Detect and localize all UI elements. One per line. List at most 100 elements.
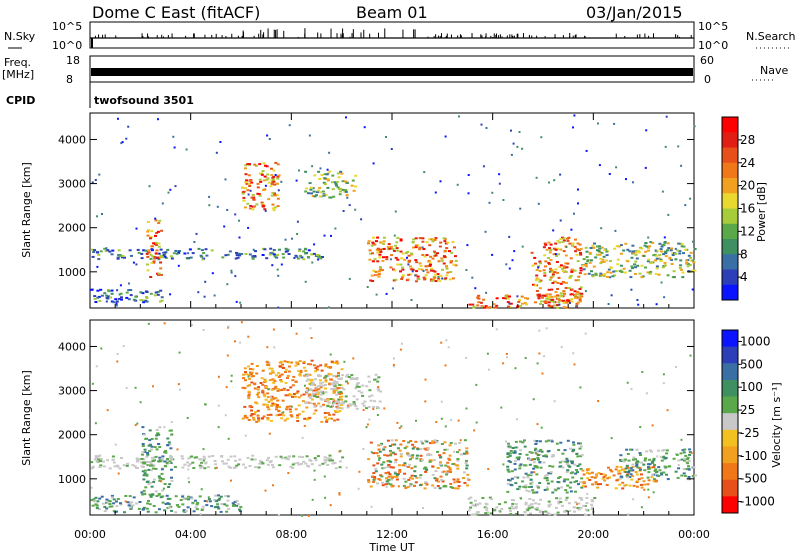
echo-cell — [663, 241, 667, 244]
echo-cell — [566, 262, 570, 265]
echo-cell — [554, 280, 558, 283]
echo-cell — [312, 389, 315, 392]
y-tick-label: 4000 — [58, 340, 86, 353]
echo-speck — [655, 303, 658, 306]
echo-cell — [155, 232, 159, 234]
echo-cell — [177, 505, 181, 508]
echo-speck — [392, 365, 395, 368]
echo-cell — [97, 258, 101, 261]
echo-cell — [424, 265, 428, 268]
echo-cell — [594, 272, 598, 275]
echo-speck — [206, 500, 209, 503]
echo-cell — [465, 459, 468, 462]
echo-cell — [388, 473, 392, 476]
echo-cell — [550, 288, 554, 291]
echo-cell — [638, 468, 642, 471]
echo-cell — [399, 270, 402, 273]
echo-speck — [375, 293, 378, 296]
echo-cell — [105, 294, 109, 297]
echo-speck — [560, 346, 563, 349]
echo-speck — [385, 292, 388, 295]
echo-cell — [559, 441, 563, 444]
echo-cell — [596, 483, 600, 486]
echo-cell — [375, 240, 378, 243]
echo-cell — [356, 382, 360, 384]
echo-cell — [160, 458, 164, 460]
echo-cell — [679, 264, 683, 267]
echo-cell — [622, 249, 626, 252]
echo-cell — [377, 272, 381, 275]
echo-speck — [178, 351, 181, 354]
echo-cell — [265, 360, 269, 363]
echo-speck — [423, 171, 426, 174]
echo-cell — [278, 464, 282, 467]
echo-cell — [445, 247, 449, 250]
echo-cell — [345, 181, 349, 184]
echo-cell — [125, 291, 129, 294]
echo-cell — [529, 478, 533, 481]
echo-cell — [152, 505, 156, 507]
echo-cell — [648, 245, 652, 248]
echo-cell — [578, 272, 582, 274]
echo-cell — [170, 257, 174, 260]
velocity-colorbar-swatch — [722, 346, 738, 364]
echo-cell — [360, 391, 364, 394]
echo-cell — [149, 257, 153, 260]
echo-cell — [415, 261, 419, 264]
echo-cell — [513, 450, 517, 453]
echo-cell — [163, 451, 167, 454]
echo-speck — [440, 341, 443, 344]
echo-speck — [247, 335, 250, 338]
echo-cell — [324, 387, 327, 390]
echo-cell — [569, 293, 573, 296]
echo-cell — [409, 265, 413, 268]
echo-speck — [226, 354, 229, 357]
echo-cell — [376, 462, 380, 465]
echo-cell — [579, 507, 583, 509]
echo-cell — [576, 291, 580, 293]
echo-cell — [688, 451, 692, 454]
echo-cell — [647, 249, 650, 252]
echo-cell — [632, 251, 636, 254]
echo-cell — [606, 271, 610, 274]
echo-cell — [508, 479, 512, 482]
echo-cell — [618, 270, 622, 273]
echo-cell — [321, 190, 325, 193]
echo-cell — [539, 498, 542, 501]
echo-cell — [631, 466, 635, 469]
echo-cell — [605, 259, 608, 262]
echo-cell — [573, 245, 577, 248]
echo-speck — [330, 417, 333, 420]
echo-cell — [422, 276, 426, 279]
echo-cell — [403, 258, 407, 261]
echo-cell — [584, 262, 588, 265]
echo-cell — [551, 465, 555, 468]
echo-cell — [618, 477, 622, 480]
echo-cell — [518, 467, 522, 470]
echo-cell — [576, 242, 580, 245]
echo-cell — [503, 501, 507, 504]
echo-cell — [422, 248, 426, 250]
echo-cell — [655, 267, 659, 270]
echo-cell — [270, 167, 273, 170]
echo-cell — [158, 219, 162, 222]
echo-cell — [151, 456, 154, 459]
echo-cell — [250, 371, 254, 374]
echo-cell — [302, 362, 306, 364]
echo-cell — [244, 173, 248, 176]
echo-cell — [260, 377, 264, 380]
echo-cell — [308, 395, 312, 398]
echo-cell — [277, 410, 281, 413]
echo-cell — [429, 263, 432, 266]
echo-cell — [534, 447, 538, 450]
echo-speck — [134, 386, 137, 389]
echo-cell — [276, 389, 280, 392]
echo-cell — [507, 470, 511, 473]
echo-speck — [444, 425, 447, 428]
echo-cell — [108, 503, 112, 505]
echo-cell — [149, 236, 153, 239]
echo-cell — [147, 468, 151, 471]
echo-cell — [465, 467, 469, 470]
echo-cell — [273, 192, 276, 195]
echo-speck — [346, 404, 349, 407]
